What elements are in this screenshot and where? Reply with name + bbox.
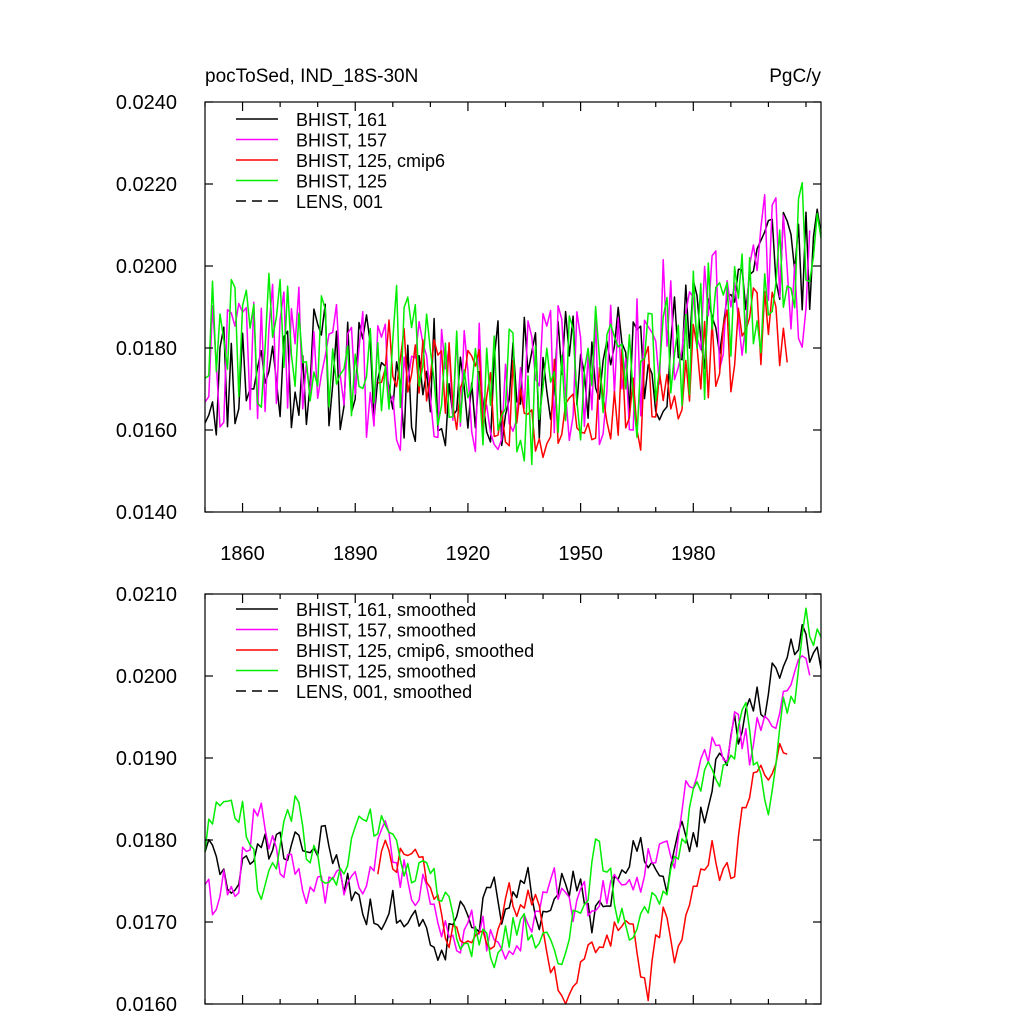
bottom-legend-label: BHIST, 161, smoothed — [296, 600, 476, 620]
top-x-tick-label: 1980 — [671, 543, 716, 565]
top-y-tick-label: 0.0140 — [116, 502, 177, 524]
bottom-legend-label: BHIST, 157, smoothed — [296, 621, 476, 641]
bottom-panel-ticks: 0.0160 0.0170 0.0180 0.0190 0.0200 0.0210 — [116, 584, 821, 1016]
top-x-tick-label: 1890 — [333, 543, 378, 565]
top-panel-series — [204, 181, 822, 466]
top-legend-label: BHIST, 125, cmip6 — [296, 151, 445, 171]
bottom-y-tick-label: 0.0160 — [116, 994, 177, 1016]
top-panel-frame — [204, 101, 822, 513]
top-y-tick-label: 0.0220 — [116, 174, 177, 196]
bottom-panel-series — [204, 607, 822, 1005]
top-x-tick-label: 1950 — [558, 543, 603, 565]
bottom-y-tick-label: 0.0190 — [116, 748, 177, 770]
top-panel: pocToSed, IND_18S-30N PgC/y 0.0140 0.0160… — [116, 66, 822, 565]
top-series-line-4 — [204, 181, 822, 466]
top-y-tick-label: 0.0180 — [116, 338, 177, 360]
top-panel-ticks: 0.0140 0.0160 0.0180 0.0200 0.0220 0.0240 1860… — [116, 92, 821, 565]
top-series-line-3 — [377, 287, 788, 459]
bottom-series-line-4 — [204, 607, 822, 969]
top-series-line-2 — [204, 193, 811, 453]
bottom-series-line-1 — [204, 623, 822, 962]
top-y-tick-label: 0.0160 — [116, 420, 177, 442]
top-x-tick-label: 1920 — [446, 543, 491, 565]
top-legend-label: BHIST, 125 — [296, 172, 387, 192]
top-legend-label: BHIST, 161 — [296, 110, 387, 130]
bottom-panel-frame — [204, 593, 822, 1005]
top-y-tick-label: 0.0200 — [116, 256, 177, 278]
bottom-y-tick-label: 0.0210 — [116, 584, 177, 606]
bottom-y-tick-label: 0.0180 — [116, 830, 177, 852]
bottom-y-tick-label: 0.0170 — [116, 912, 177, 934]
top-legend-label: BHIST, 157 — [296, 131, 387, 151]
top-panel-units: PgC/y — [769, 66, 821, 87]
bottom-series-line-2 — [204, 655, 811, 960]
top-y-tick-label: 0.0240 — [116, 92, 177, 114]
bottom-legend-label: BHIST, 125, smoothed — [296, 662, 476, 682]
bottom-panel: 0.0160 0.0170 0.0180 0.0190 0.0200 0.0210 BHI… — [116, 584, 822, 1016]
top-legend-label: LENS, 001 — [296, 192, 383, 212]
top-x-tick-label: 1860 — [220, 543, 265, 565]
top-panel-title: pocToSed, IND_18S-30N — [205, 66, 418, 87]
bottom-legend-label: BHIST, 125, cmip6, smoothed — [296, 641, 534, 661]
bottom-legend-label: LENS, 001, smoothed — [296, 682, 472, 702]
bottom-series-line-3 — [377, 742, 788, 1005]
bottom-y-tick-label: 0.0200 — [116, 666, 177, 688]
